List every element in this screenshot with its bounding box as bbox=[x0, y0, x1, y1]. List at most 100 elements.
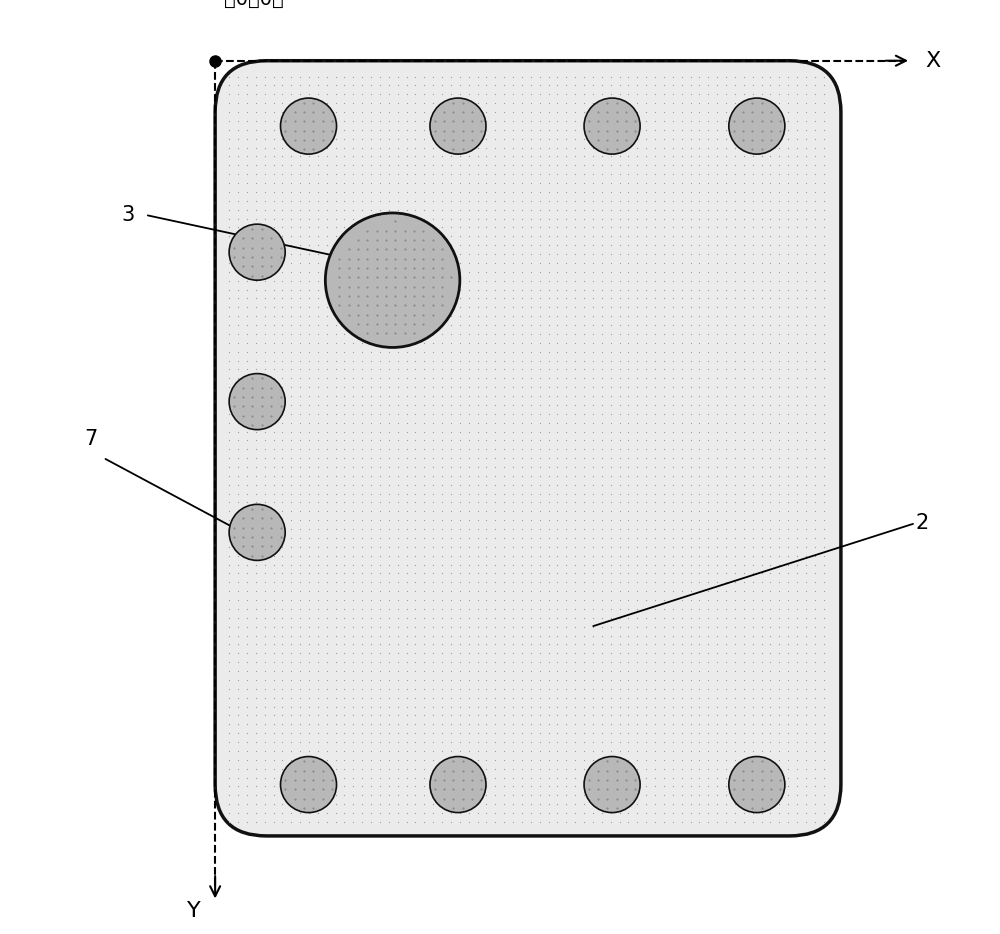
Point bbox=[443, 717, 459, 732]
Point bbox=[283, 708, 299, 723]
Point bbox=[248, 335, 264, 350]
Point bbox=[736, 690, 752, 705]
Point bbox=[718, 140, 734, 155]
Point bbox=[789, 761, 805, 776]
Point bbox=[221, 593, 237, 608]
Point bbox=[585, 814, 601, 829]
Point bbox=[354, 140, 370, 155]
Point bbox=[612, 646, 628, 661]
Point bbox=[452, 584, 468, 599]
Point bbox=[576, 362, 592, 377]
Point bbox=[283, 78, 299, 93]
Point bbox=[425, 477, 441, 492]
Point bbox=[674, 779, 690, 794]
Point bbox=[683, 611, 699, 626]
Point bbox=[257, 566, 273, 581]
Point bbox=[620, 805, 636, 821]
Point bbox=[283, 540, 299, 555]
Point bbox=[567, 726, 583, 741]
Point bbox=[505, 380, 521, 395]
Point bbox=[727, 300, 743, 315]
Point bbox=[266, 220, 282, 235]
Point bbox=[541, 167, 557, 182]
Point bbox=[754, 264, 770, 279]
Point bbox=[691, 637, 707, 652]
Point bbox=[665, 513, 681, 528]
Point bbox=[771, 327, 787, 342]
Point bbox=[274, 584, 290, 599]
Point bbox=[461, 495, 477, 510]
Point bbox=[541, 797, 557, 812]
Point bbox=[274, 761, 290, 776]
Point bbox=[558, 193, 574, 208]
Point bbox=[487, 158, 503, 173]
Point bbox=[230, 398, 246, 413]
Point bbox=[292, 345, 308, 360]
Point bbox=[283, 203, 299, 218]
Point bbox=[345, 743, 361, 758]
Point bbox=[399, 663, 415, 678]
Point bbox=[647, 522, 663, 537]
Point bbox=[372, 69, 388, 84]
Point bbox=[425, 557, 441, 572]
Point bbox=[461, 663, 477, 678]
Point bbox=[505, 416, 521, 431]
Point bbox=[363, 761, 379, 776]
Point bbox=[620, 646, 636, 661]
Point bbox=[496, 193, 512, 208]
Point bbox=[266, 513, 282, 528]
Point bbox=[230, 522, 246, 537]
Point bbox=[691, 247, 707, 262]
Point bbox=[754, 229, 770, 244]
Point bbox=[363, 203, 379, 218]
Point bbox=[656, 805, 672, 821]
Point bbox=[576, 353, 592, 368]
Point bbox=[248, 637, 264, 652]
Point bbox=[558, 814, 574, 829]
Point bbox=[345, 282, 361, 297]
Point bbox=[727, 122, 743, 137]
Point bbox=[239, 601, 255, 616]
Point bbox=[425, 78, 441, 93]
Point bbox=[487, 672, 503, 687]
Point bbox=[274, 753, 290, 768]
Point bbox=[452, 575, 468, 590]
Point bbox=[603, 247, 619, 262]
Point bbox=[771, 87, 787, 102]
Point bbox=[266, 256, 282, 271]
Point bbox=[328, 193, 344, 208]
Point bbox=[274, 629, 290, 644]
Point bbox=[789, 140, 805, 155]
Point bbox=[549, 743, 565, 758]
Point bbox=[585, 389, 601, 403]
Point bbox=[807, 593, 823, 608]
Point bbox=[248, 584, 264, 599]
Point bbox=[443, 601, 459, 616]
Point bbox=[816, 335, 832, 350]
Point bbox=[807, 566, 823, 581]
Point bbox=[461, 406, 477, 421]
Point bbox=[416, 682, 432, 697]
Point bbox=[754, 672, 770, 687]
Point bbox=[505, 211, 521, 226]
Point bbox=[807, 398, 823, 413]
Point bbox=[416, 282, 432, 297]
Point bbox=[372, 584, 388, 599]
Point bbox=[691, 663, 707, 678]
Point bbox=[354, 726, 370, 741]
Point bbox=[336, 593, 352, 608]
Point bbox=[372, 672, 388, 687]
Point bbox=[443, 566, 459, 581]
Point bbox=[762, 193, 778, 208]
Point bbox=[620, 327, 636, 342]
Point bbox=[257, 513, 273, 528]
Point bbox=[612, 663, 628, 678]
Point bbox=[292, 114, 308, 129]
Point bbox=[354, 761, 370, 776]
Point bbox=[700, 380, 716, 395]
Point bbox=[754, 353, 770, 368]
Point bbox=[665, 566, 681, 581]
Point bbox=[381, 477, 397, 492]
Point bbox=[416, 105, 432, 120]
Point bbox=[727, 646, 743, 661]
